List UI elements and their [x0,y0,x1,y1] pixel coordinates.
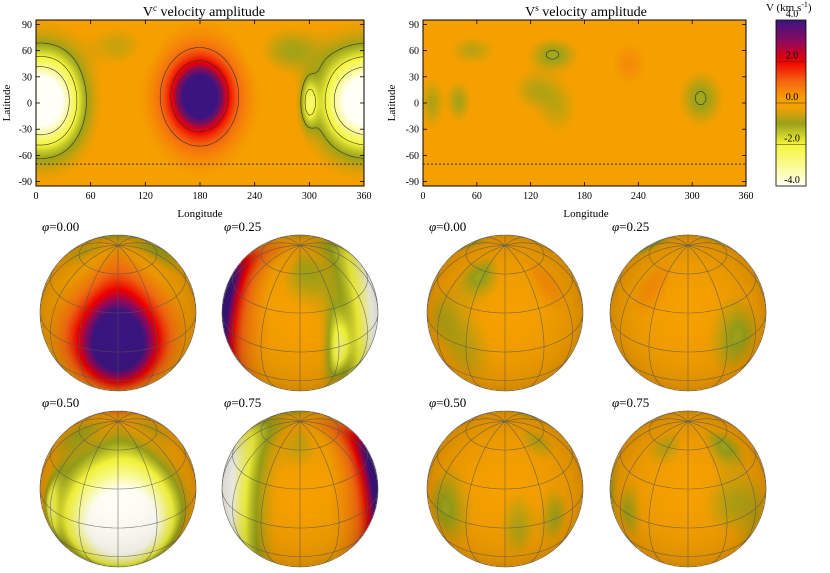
x-tick-label: 240 [247,191,262,202]
sphere-1: φ=0.00 [39,219,197,392]
vc-map-title: Vc velocity amplitude [143,3,265,20]
sphere-grid-lines [426,410,584,567]
phase-label: φ=0.75 [224,395,261,410]
contour-path [545,49,707,105]
sphere-grid-lines [426,234,584,391]
sphere-grid-lines [609,410,767,567]
y-tick-label: 30 [22,72,32,83]
x-tick-label: 120 [138,191,153,202]
sphere-2: φ=0.25 [221,219,379,392]
vc-heatmap-image [36,20,364,186]
x-tick-label: 240 [631,191,646,202]
vs-contour-lines [545,49,707,105]
x-tick-label: 300 [685,191,700,202]
vc-contour-lines [35,42,364,159]
contour-path [35,42,364,159]
phase-label: φ=0.00 [42,219,79,234]
x-tick-label: 0 [421,191,426,202]
y-tick-label: 90 [409,20,419,31]
y-tick-label: 0 [414,99,419,110]
vc-x-ticks: 0 60 120 180 240 300 360 [34,20,372,202]
vc-map-panel: Vc velocity amplitude 0 60 120 180 240 300 360… [1,3,372,220]
sphere-grid-lines [221,410,379,567]
y-tick-label: 60 [409,46,419,57]
y-tick-label: -60 [19,151,32,162]
vc-y-ticks: 90 60 30 0 -30 -60 -90 [19,20,364,188]
sphere-limb [221,410,379,568]
sphere-limb [609,234,767,392]
sphere-8: φ=0.75 [609,395,767,568]
vs-heatmap-image [423,20,746,186]
colorbar-tick-label: -2.0 [784,134,800,145]
phase-label: φ=0.50 [429,395,466,410]
y-tick-label: 90 [22,20,32,31]
colorbar-ticks: 4.0 2.0 0.0 -2.0 -4.0 [776,9,806,187]
sphere-grid-lines [39,410,197,567]
x-tick-label: 60 [472,191,482,202]
y-tick-label: -30 [19,125,32,136]
x-tick-label: 0 [34,191,39,202]
x-tick-label: 120 [523,191,538,202]
sphere-limb [39,410,197,568]
sphere-limb [609,410,767,568]
x-tick-label: 60 [86,191,96,202]
sphere-5: φ=0.50 [39,395,197,568]
phase-label: φ=0.50 [42,395,79,410]
sphere-grid-lines [609,234,767,391]
sphere-limb [39,234,197,392]
phase-label: φ=0.25 [612,219,649,234]
colorbar-tick-label: 2.0 [786,51,799,62]
y-tick-label: -90 [19,177,32,188]
vs-y-ticks: 90 60 30 0 -30 -60 -90 [406,20,746,188]
colorbar-tick-label: 4.0 [786,9,799,20]
x-tick-label: 360 [357,191,372,202]
sphere-6: φ=0.75 [221,395,379,568]
sphere-limb [426,410,584,568]
colorbar: V (km s-1) 4.0 2.0 0.0 -2.0 -4.0 [766,0,812,187]
vc-y-axis-label: Latitude [1,85,13,122]
vs-y-axis-label: Latitude [386,85,398,122]
y-tick-label: -30 [406,125,419,136]
phase-label: φ=0.25 [224,219,261,234]
sphere-grid-lines [39,234,197,391]
sphere-7: φ=0.50 [426,395,584,568]
y-tick-label: 60 [22,46,32,57]
vs-x-ticks: 0 60 120 180 240 300 360 [421,20,754,202]
sphere-3: φ=0.00 [426,219,584,392]
sphere-limb [221,234,379,392]
phase-label: φ=0.00 [429,219,466,234]
phase-label: φ=0.75 [612,395,649,410]
y-tick-label: 0 [27,99,32,110]
colorbar-tick-label: 0.0 [786,92,799,103]
y-tick-label: -90 [406,177,419,188]
sphere-grid-lines [221,234,379,391]
y-tick-label: 30 [409,72,419,83]
sphere-limb [426,234,584,392]
vs-x-axis-label: Longitude [563,208,608,220]
sphere-projections: φ=0.00 φ=0.25 φ=0.00 φ=0.25 φ=0.50 φ=0.75 φ=0.… [39,219,767,568]
sphere-4: φ=0.25 [609,219,767,392]
y-tick-label: -60 [406,151,419,162]
colorbar-tick-label: -4.0 [784,175,800,186]
x-tick-label: 180 [193,191,208,202]
vc-x-axis-label: Longitude [177,208,222,220]
x-tick-label: 360 [739,191,754,202]
colorbar-title: V (km s-1) [766,0,812,14]
vs-map-panel: Vs velocity amplitude 0 60 120 180 240 300 360… [386,3,754,220]
x-tick-label: 180 [577,191,592,202]
vs-map-title: Vs velocity amplitude [525,3,647,20]
x-tick-label: 300 [302,191,317,202]
